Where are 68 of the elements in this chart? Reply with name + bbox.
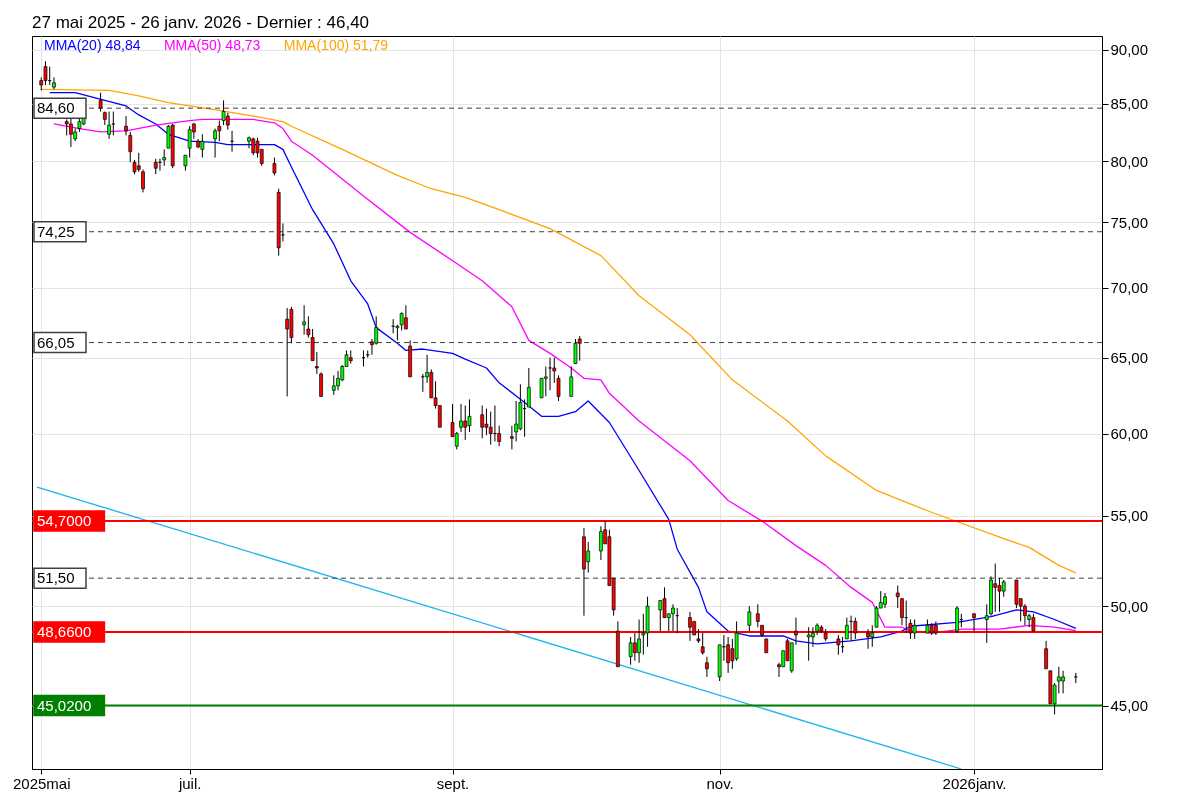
ref-line-label: 54,7000	[37, 512, 92, 530]
candlestick	[128, 131, 133, 163]
candlestick	[955, 605, 959, 634]
candlestick	[1044, 640, 1048, 670]
candlestick	[569, 366, 574, 397]
candlestick	[52, 76, 56, 90]
candlestick	[658, 599, 663, 632]
y-tick-label: 50,00	[1110, 597, 1149, 615]
x-tick-label: 2025mai	[12, 774, 71, 792]
candlestick	[141, 168, 145, 193]
candlestick	[755, 603, 760, 628]
candlestick	[459, 403, 463, 433]
candlestick	[577, 335, 582, 362]
candlestick	[573, 338, 578, 365]
candlestick	[526, 367, 531, 408]
candlestick	[69, 117, 73, 148]
ref-line-label: 84,60	[37, 99, 75, 117]
candlestick	[747, 605, 752, 632]
y-tick-label: 45,00	[1110, 697, 1149, 715]
text: MMA(50) 48,73	[163, 37, 261, 53]
candlestick	[107, 111, 111, 140]
chart-subtitle: 27 mai 2025 - 26 janv. 2026 - Dernier : 46,40	[32, 13, 370, 32]
candlestick	[836, 634, 841, 656]
candlestick	[98, 92, 103, 113]
y-tick-label: 90,00	[1110, 41, 1149, 59]
candlestick	[43, 60, 48, 86]
ref-line-label: 51,50	[37, 569, 75, 587]
y-tick-label: 60,00	[1110, 425, 1149, 443]
candlestick	[900, 598, 904, 626]
candlestick	[912, 619, 917, 640]
x-tick-label: 2026janv.	[942, 774, 1007, 792]
candlestick	[319, 371, 323, 397]
y-tick-label: 80,00	[1110, 152, 1149, 170]
ref-line-label: 48,6600	[37, 622, 92, 640]
candlestick	[637, 619, 641, 664]
text: MMA(20) 48,84	[44, 37, 141, 53]
ref-line-label: 66,05	[37, 333, 75, 351]
candlestick	[844, 617, 849, 640]
y-tick-label: 55,00	[1110, 507, 1149, 525]
candlestick	[221, 99, 226, 126]
candlestick	[1061, 670, 1065, 694]
y-tick-label: 65,00	[1110, 349, 1149, 367]
candlestick	[480, 405, 485, 439]
ref-line-label: 45,0200	[37, 696, 92, 714]
candlestick	[463, 405, 468, 441]
candlestick	[705, 656, 709, 678]
candlestick	[111, 111, 116, 136]
candlestick	[548, 357, 552, 391]
ref-line-label: 74,25	[37, 222, 75, 240]
candlestick	[993, 563, 998, 613]
x-tick-label: juil.	[177, 774, 202, 792]
x-tick-label: nov.	[706, 774, 734, 792]
candlestick	[811, 626, 815, 648]
candlestick	[806, 626, 811, 662]
candlestick	[124, 115, 128, 136]
candlestick	[671, 603, 675, 632]
candlestick	[331, 374, 336, 396]
y-tick-label: 85,00	[1110, 95, 1149, 113]
candlestick	[200, 133, 205, 159]
candlestick	[599, 525, 603, 561]
candlestick	[895, 585, 900, 609]
y-tick-label: 70,00	[1110, 279, 1149, 297]
x-tick-label: sept.	[436, 774, 470, 792]
text: MMA(100) 51,79	[283, 37, 389, 53]
candlestick	[213, 128, 217, 159]
y-tick-label: 75,00	[1110, 213, 1149, 231]
candlestick	[628, 636, 633, 666]
candlestick	[336, 370, 340, 391]
